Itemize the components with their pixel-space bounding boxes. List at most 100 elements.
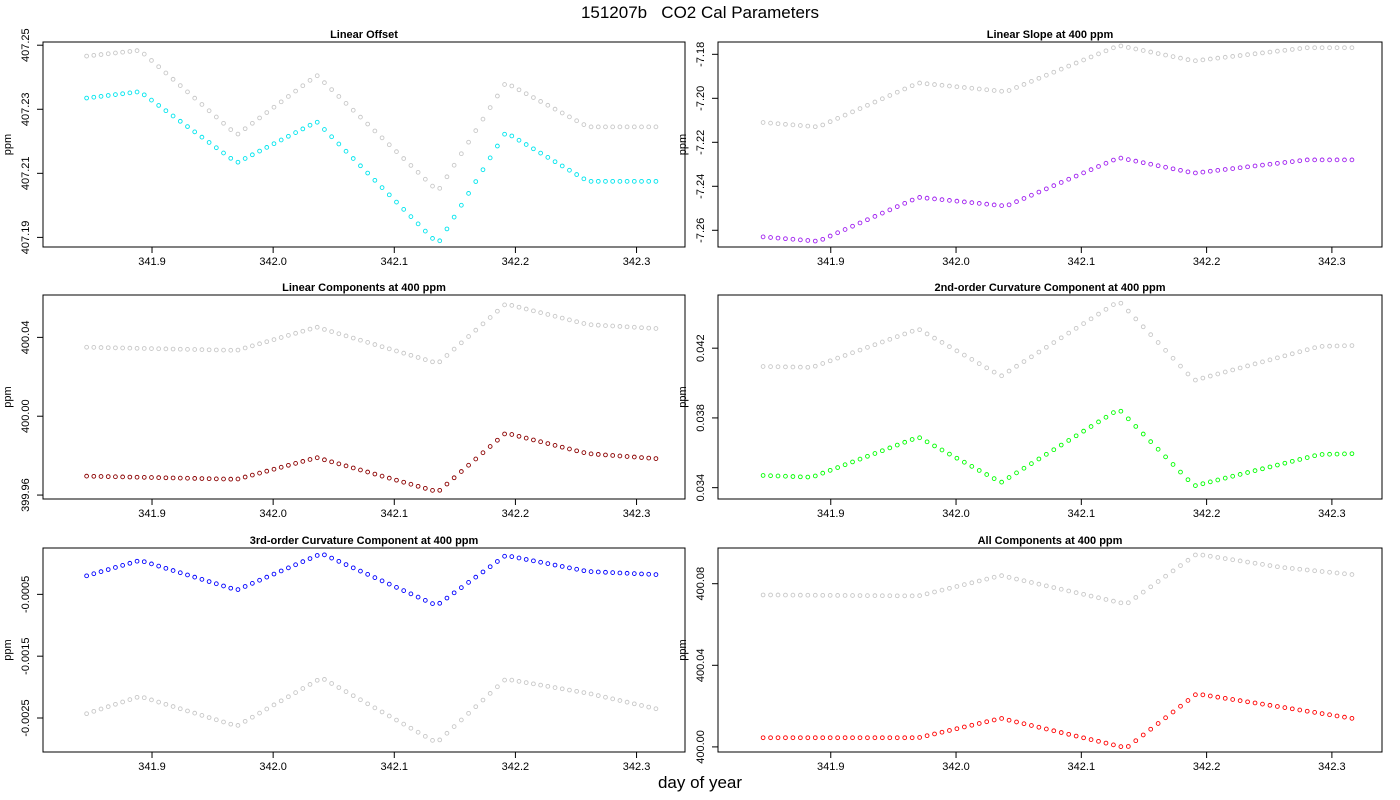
data-point <box>1081 57 1086 63</box>
chart-title: 2nd-order Curvature Component at 400 ppm <box>934 282 1165 294</box>
data-point <box>624 454 630 459</box>
data-point <box>624 570 630 576</box>
data-point <box>523 142 529 147</box>
data-point <box>842 112 848 118</box>
x-tick-label: 342.0 <box>259 761 287 773</box>
data-point <box>603 323 608 328</box>
data-point <box>156 346 162 352</box>
data-point <box>865 453 870 459</box>
series-reference <box>760 552 1355 606</box>
data-point <box>156 103 162 108</box>
data-point <box>192 476 198 481</box>
plot-frame <box>717 41 1383 248</box>
data-point <box>1103 740 1109 746</box>
data-point <box>760 234 766 240</box>
data-point <box>595 569 601 575</box>
data-point <box>646 178 652 184</box>
data-point <box>170 113 176 119</box>
data-point <box>850 459 855 465</box>
data-point <box>415 221 421 227</box>
series-reference <box>84 302 659 365</box>
data-point <box>1133 158 1139 164</box>
x-tick-label: 342.3 <box>1318 761 1346 773</box>
data-point <box>401 479 407 485</box>
data-point <box>394 477 399 483</box>
data-point <box>1193 552 1198 558</box>
series-red <box>760 692 1355 749</box>
data-point <box>1334 343 1340 349</box>
data-point <box>639 124 644 130</box>
data-point <box>827 735 833 741</box>
data-point <box>1193 377 1198 383</box>
data-point <box>581 690 587 695</box>
data-point <box>924 195 930 201</box>
y-axis-label: ppm <box>2 386 14 407</box>
data-point <box>760 735 766 741</box>
data-point <box>1327 451 1332 457</box>
data-point <box>567 446 572 452</box>
data-point <box>969 85 975 91</box>
data-point <box>798 364 803 370</box>
data-point <box>206 715 212 720</box>
data-point <box>502 82 507 87</box>
x-tick-label: 342.1 <box>381 256 409 268</box>
data-point <box>653 572 659 577</box>
data-point <box>559 110 565 116</box>
data-point <box>646 124 652 130</box>
data-point <box>1081 170 1086 176</box>
y-tick-label: -0.0015 <box>20 638 32 675</box>
data-point <box>1215 477 1221 483</box>
x-tick-label: 342.0 <box>942 508 970 520</box>
data-point <box>127 697 133 702</box>
data-point <box>768 120 773 126</box>
y-axis-label: ppm <box>2 639 14 660</box>
data-point <box>1036 189 1042 195</box>
data-point <box>257 470 262 476</box>
data-point <box>1349 715 1355 721</box>
data-point <box>250 152 255 158</box>
data-point <box>221 120 226 126</box>
data-point <box>235 476 241 482</box>
data-point <box>415 594 421 600</box>
data-point <box>984 472 990 477</box>
data-point <box>865 593 870 598</box>
data-point <box>401 207 407 212</box>
data-point <box>581 568 587 574</box>
data-point <box>924 439 930 445</box>
data-point <box>430 359 435 365</box>
data-point <box>1297 707 1303 713</box>
x-tick-label: 342.3 <box>623 508 651 520</box>
data-point <box>466 334 471 339</box>
data-point <box>827 358 833 364</box>
data-point <box>170 704 176 709</box>
data-point <box>105 567 111 572</box>
data-point <box>1304 708 1310 714</box>
data-point <box>365 572 371 577</box>
data-point <box>1319 569 1325 574</box>
data-point <box>394 585 399 590</box>
data-point <box>610 178 616 184</box>
data-point <box>1319 157 1325 163</box>
data-point <box>372 575 378 580</box>
data-point <box>1267 357 1273 363</box>
y-tick-label: 400.00 <box>20 399 32 433</box>
data-point <box>1185 371 1191 377</box>
data-point <box>775 235 781 241</box>
data-point <box>105 474 111 479</box>
data-point <box>372 342 378 347</box>
data-point <box>415 729 421 735</box>
data-point <box>1237 558 1243 564</box>
data-point <box>872 342 878 348</box>
data-point <box>192 95 198 101</box>
data-point <box>1051 585 1057 590</box>
data-point <box>141 51 147 57</box>
data-point <box>1185 698 1191 703</box>
data-point <box>969 580 975 586</box>
data-point <box>286 94 291 99</box>
data-point <box>286 565 291 571</box>
data-point <box>199 347 205 352</box>
data-point <box>1282 460 1288 466</box>
data-point <box>783 735 788 741</box>
data-point <box>954 455 960 461</box>
data-point <box>1267 702 1273 708</box>
